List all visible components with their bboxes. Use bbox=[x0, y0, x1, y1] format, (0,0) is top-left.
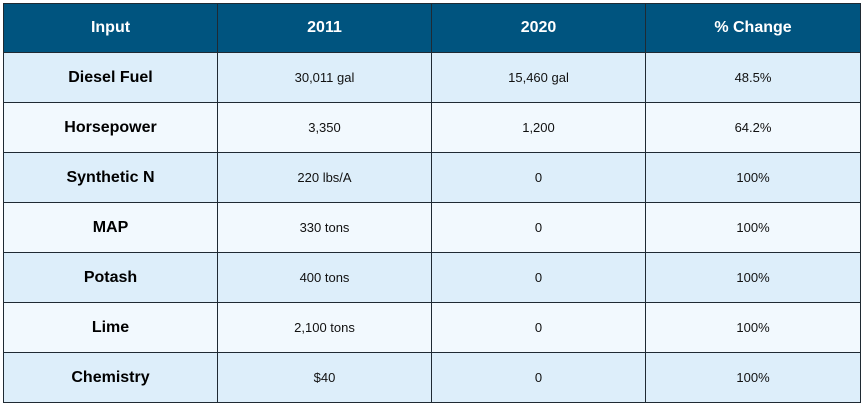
header-2020: 2020 bbox=[431, 3, 646, 53]
table-row: Potash 400 tons 0 100% bbox=[3, 252, 861, 303]
row-label: Synthetic N bbox=[3, 152, 218, 203]
value-2011: $40 bbox=[217, 352, 432, 403]
value-percent-change: 100% bbox=[645, 302, 861, 353]
value-percent-change: 48.5% bbox=[645, 52, 861, 103]
header-input: Input bbox=[3, 3, 218, 53]
value-percent-change: 64.2% bbox=[645, 102, 861, 153]
value-percent-change: 100% bbox=[645, 152, 861, 203]
value-2020: 0 bbox=[431, 302, 646, 353]
value-2020: 0 bbox=[431, 202, 646, 253]
value-percent-change: 100% bbox=[645, 252, 861, 303]
value-2011: 2,100 tons bbox=[217, 302, 432, 353]
value-2011: 30,011 gal bbox=[217, 52, 432, 103]
value-2020: 1,200 bbox=[431, 102, 646, 153]
row-label: Horsepower bbox=[3, 102, 218, 153]
row-label: Chemistry bbox=[3, 352, 218, 403]
table-row: MAP 330 tons 0 100% bbox=[3, 202, 861, 253]
table-body: Diesel Fuel 30,011 gal 15,460 gal 48.5% … bbox=[3, 52, 861, 403]
value-2011: 220 lbs/A bbox=[217, 152, 432, 203]
value-percent-change: 100% bbox=[645, 352, 861, 403]
table-row: Horsepower 3,350 1,200 64.2% bbox=[3, 102, 861, 153]
inputs-comparison-table: Input 2011 2020 % Change Diesel Fuel 30,… bbox=[3, 3, 861, 403]
header-row: Input 2011 2020 % Change bbox=[3, 3, 861, 53]
table-row: Chemistry $40 0 100% bbox=[3, 352, 861, 403]
value-2011: 330 tons bbox=[217, 202, 432, 253]
row-label: Lime bbox=[3, 302, 218, 353]
row-label: Potash bbox=[3, 252, 218, 303]
value-percent-change: 100% bbox=[645, 202, 861, 253]
value-2011: 400 tons bbox=[217, 252, 432, 303]
value-2020: 0 bbox=[431, 352, 646, 403]
value-2011: 3,350 bbox=[217, 102, 432, 153]
value-2020: 0 bbox=[431, 252, 646, 303]
value-2020: 0 bbox=[431, 152, 646, 203]
header-2011: 2011 bbox=[217, 3, 432, 53]
header-percent-change: % Change bbox=[645, 3, 861, 53]
value-2020: 15,460 gal bbox=[431, 52, 646, 103]
table-row: Synthetic N 220 lbs/A 0 100% bbox=[3, 152, 861, 203]
row-label: MAP bbox=[3, 202, 218, 253]
table-header: Input 2011 2020 % Change bbox=[3, 3, 861, 53]
table-row: Diesel Fuel 30,011 gal 15,460 gal 48.5% bbox=[3, 52, 861, 103]
table-row: Lime 2,100 tons 0 100% bbox=[3, 302, 861, 353]
row-label: Diesel Fuel bbox=[3, 52, 218, 103]
